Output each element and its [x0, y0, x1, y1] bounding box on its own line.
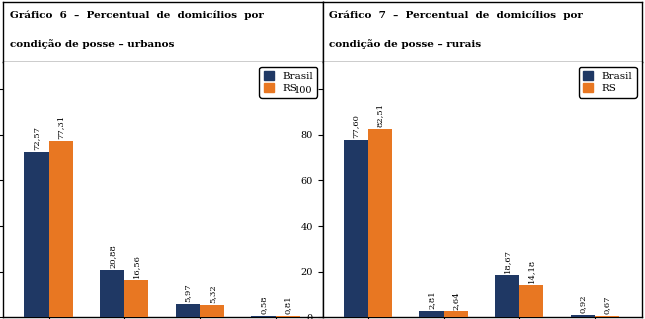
Text: 0,81: 0,81: [284, 295, 292, 314]
Bar: [495, 275, 519, 317]
Text: 16,56: 16,56: [132, 254, 141, 278]
Bar: [368, 129, 392, 317]
Text: condição de posse – rurais: condição de posse – rurais: [329, 39, 481, 49]
Text: condição de posse – urbanos: condição de posse – urbanos: [10, 39, 174, 49]
Bar: [595, 316, 619, 317]
Text: 5,97: 5,97: [184, 283, 192, 302]
Bar: [252, 316, 275, 317]
Bar: [200, 305, 224, 317]
Text: 14,18: 14,18: [528, 259, 535, 283]
Text: Gráfico  6  –  Percentual  de  domicílios  por: Gráfico 6 – Percentual de domicílios por: [10, 11, 264, 20]
Bar: [124, 279, 148, 317]
Text: 72,57: 72,57: [32, 126, 41, 150]
Bar: [419, 311, 444, 317]
Text: 2,81: 2,81: [428, 291, 435, 309]
Text: 2,64: 2,64: [451, 291, 460, 309]
Legend: Brasil, RS: Brasil, RS: [579, 67, 637, 98]
Text: 0,92: 0,92: [579, 295, 587, 314]
Bar: [344, 140, 368, 317]
Bar: [100, 270, 124, 317]
Text: 77,60: 77,60: [352, 115, 360, 138]
Bar: [571, 315, 595, 317]
Text: 20,88: 20,88: [108, 244, 116, 268]
Text: 0,58: 0,58: [259, 296, 268, 314]
Text: Gráfico  7  –  Percentual  de  domicílios  por: Gráfico 7 – Percentual de domicílios por: [329, 11, 583, 20]
Bar: [175, 304, 200, 317]
Text: 82,51: 82,51: [376, 103, 384, 127]
Text: 77,31: 77,31: [57, 115, 64, 139]
Bar: [444, 311, 468, 317]
Text: 5,32: 5,32: [208, 285, 216, 303]
Text: 18,67: 18,67: [503, 249, 511, 273]
Text: 0,67: 0,67: [603, 295, 611, 314]
Bar: [48, 141, 73, 317]
Bar: [519, 285, 544, 317]
Bar: [25, 152, 48, 317]
Bar: [275, 315, 300, 317]
Legend: Brasil, RS: Brasil, RS: [259, 67, 317, 98]
